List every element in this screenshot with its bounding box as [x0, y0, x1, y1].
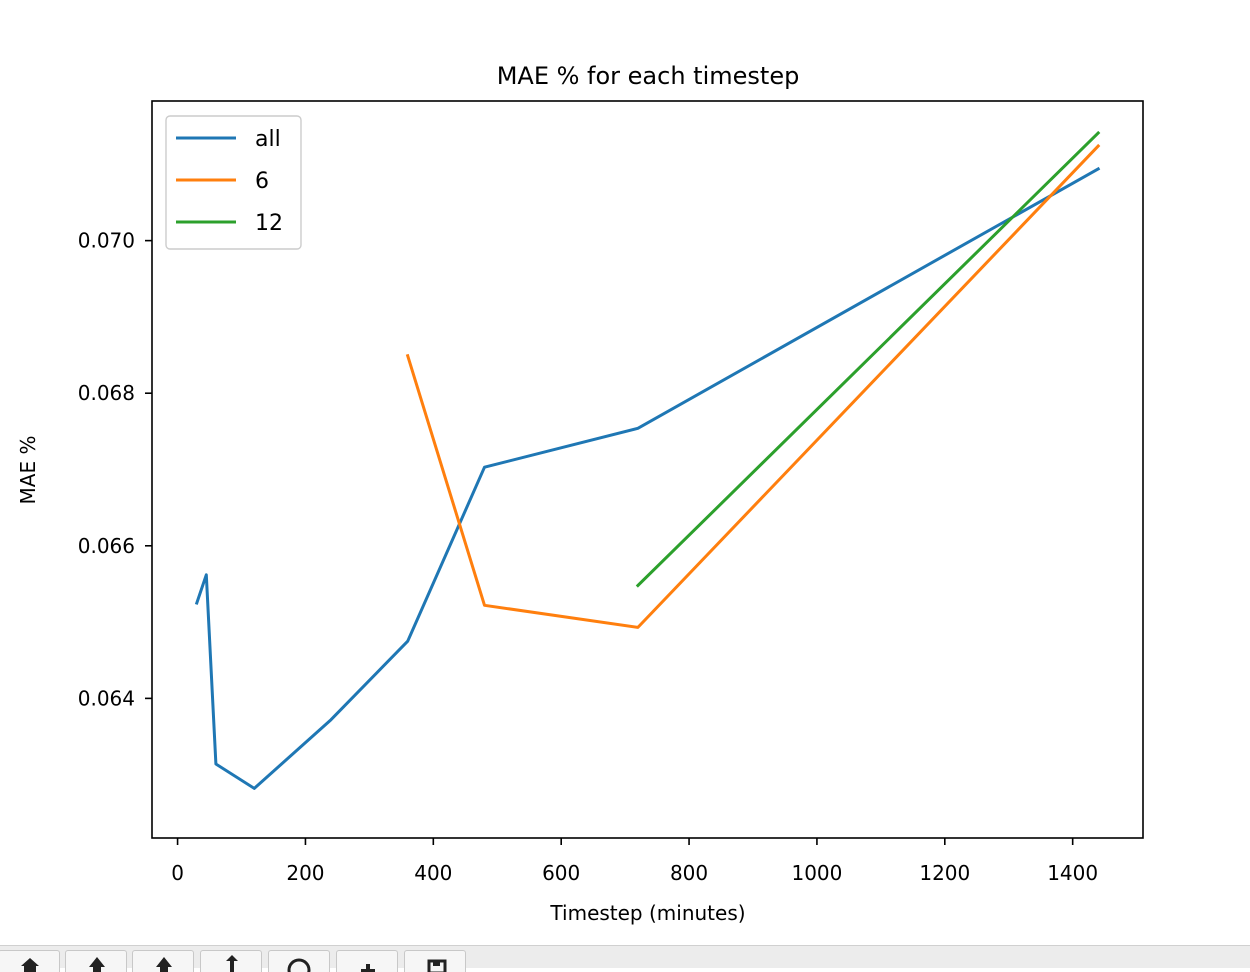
navigation-toolbar: [0, 945, 1250, 972]
y-tick-label: 0.070: [78, 229, 135, 253]
y-tick-label: 0.068: [78, 381, 135, 405]
subplots-button[interactable]: [336, 950, 398, 972]
series-line-12: [635, 130, 1101, 588]
pan-button[interactable]: [200, 950, 262, 972]
x-axis: 0 200 400 600 800 1000 1200 1400: [171, 838, 1098, 885]
zoom-icon: [287, 958, 311, 972]
chart-title: MAE % for each timestep: [497, 62, 800, 90]
subplots-icon: [361, 964, 375, 972]
x-tick-label: 200: [286, 861, 324, 885]
legend-label-12: 12: [255, 211, 283, 236]
back-button[interactable]: [65, 950, 127, 972]
y-axis: 0.064 0.066 0.068 0.070: [78, 229, 152, 710]
home-icon: [21, 958, 39, 972]
x-tick-label: 1200: [919, 861, 970, 885]
y-tick-label: 0.066: [78, 534, 135, 558]
save-button[interactable]: [404, 950, 466, 972]
home-button[interactable]: [0, 950, 60, 972]
legend-label-all: all: [255, 127, 281, 152]
x-tick-label: 1000: [791, 861, 842, 885]
x-tick-label: 400: [414, 861, 452, 885]
forward-arrow-icon: [156, 957, 172, 972]
zoom-button[interactable]: [268, 950, 330, 972]
series-layer: [194, 130, 1101, 790]
plot-area: [151, 100, 1144, 839]
save-icon: [427, 959, 447, 972]
series-line-all: [194, 166, 1101, 790]
forward-button[interactable]: [132, 950, 194, 972]
y-tick-label: 0.064: [78, 686, 135, 710]
plot-frame: [151, 100, 1144, 839]
series-line-6: [405, 143, 1101, 629]
back-arrow-icon: [89, 957, 105, 972]
legend: all 6 12: [165, 115, 302, 250]
x-tick-label: 600: [542, 861, 580, 885]
x-axis-label: Timestep (minutes): [549, 901, 745, 925]
legend-label-6: 6: [255, 169, 269, 194]
x-tick-label: 800: [670, 861, 708, 885]
legend-frame: [165, 115, 302, 250]
pan-icon: [226, 955, 238, 972]
figure: MAE % for each timestep 0 200 400 600 800 100…: [16, 62, 1144, 925]
x-tick-label: 1400: [1047, 861, 1098, 885]
y-axis-label: MAE %: [16, 436, 40, 505]
x-tick-label: 0: [171, 861, 184, 885]
legend-items: all 6 12: [176, 127, 283, 236]
